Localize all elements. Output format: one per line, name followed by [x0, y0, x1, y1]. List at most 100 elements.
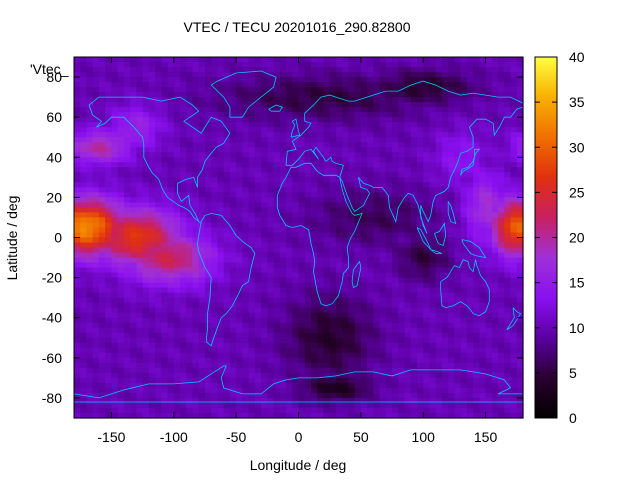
heatmap-cell — [416, 182, 424, 188]
heatmap-cell — [192, 102, 200, 108]
heatmap-cell — [429, 292, 437, 299]
heatmap-cell — [429, 107, 437, 113]
heatmap-cell — [429, 112, 437, 118]
heatmap-cell — [385, 342, 393, 349]
heatmap-cell — [111, 162, 119, 168]
heatmap-cell — [510, 347, 518, 354]
heatmap-cell — [498, 77, 505, 83]
heatmap-cell — [74, 142, 81, 148]
heatmap-cell — [86, 92, 94, 98]
heatmap-cell — [92, 72, 100, 78]
heatmap-cell — [479, 237, 487, 244]
heatmap-cell — [105, 97, 113, 103]
heatmap-cell — [180, 117, 187, 123]
heatmap-cell — [248, 137, 256, 143]
heatmap-cell — [155, 82, 162, 88]
heatmap-cell — [86, 167, 94, 173]
heatmap-cell — [86, 57, 94, 63]
heatmap-cell — [173, 297, 181, 304]
heatmap-cell — [392, 252, 399, 259]
heatmap-cell — [479, 187, 487, 193]
heatmap-cell — [510, 397, 518, 404]
heatmap-cell — [236, 157, 243, 163]
heatmap-cell — [98, 62, 106, 68]
heatmap-cell — [342, 342, 349, 349]
heatmap-cell — [142, 162, 150, 168]
heatmap-cell — [229, 322, 237, 329]
heatmap-cell — [111, 117, 119, 123]
heatmap-cell — [448, 337, 456, 344]
heatmap-cell — [74, 62, 81, 68]
heatmap-cell — [292, 117, 300, 123]
heatmap-cell — [80, 97, 88, 103]
heatmap-cell — [392, 92, 399, 98]
heatmap-cell — [180, 307, 187, 314]
heatmap-cell — [92, 142, 100, 148]
heatmap-cell — [404, 397, 412, 404]
heatmap-cell — [348, 337, 356, 344]
heatmap-cell — [348, 302, 356, 309]
heatmap-cell — [242, 347, 250, 354]
heatmap-cell — [435, 142, 443, 148]
heatmap-cell — [286, 397, 293, 404]
heatmap-cell — [267, 132, 275, 138]
heatmap-cell — [198, 182, 206, 188]
heatmap-cell — [86, 262, 94, 269]
heatmap-cell — [161, 142, 169, 148]
heatmap-cell — [148, 132, 156, 138]
heatmap-cell — [491, 382, 499, 389]
heatmap-cell — [279, 302, 287, 309]
heatmap-cell — [198, 127, 206, 133]
heatmap-cell — [485, 227, 493, 234]
heatmap-cell — [286, 347, 293, 354]
heatmap-cell — [410, 287, 418, 294]
heatmap-cell — [192, 142, 200, 148]
heatmap-cell — [498, 167, 505, 173]
heatmap-cell — [279, 322, 287, 329]
heatmap-cell — [292, 347, 300, 354]
heatmap-cell — [117, 122, 125, 128]
heatmap-cell — [261, 292, 268, 299]
heatmap-cell — [211, 72, 219, 78]
heatmap-cell — [342, 262, 349, 269]
heatmap-cell — [98, 397, 106, 404]
heatmap-cell — [117, 267, 125, 274]
heatmap-cell — [254, 167, 262, 173]
heatmap-cell — [167, 212, 175, 219]
heatmap-cell — [261, 122, 268, 128]
heatmap-cell — [335, 387, 343, 394]
heatmap-cell — [485, 342, 493, 349]
heatmap-cell — [410, 302, 418, 309]
heatmap-cell — [173, 387, 181, 394]
heatmap-cell — [423, 112, 431, 118]
heatmap-cell — [479, 362, 487, 369]
heatmap-cell — [473, 257, 480, 264]
heatmap-cell — [310, 327, 318, 334]
heatmap-cell — [123, 277, 131, 284]
heatmap-cell — [360, 222, 368, 229]
heatmap-cell — [261, 277, 268, 284]
heatmap-cell — [404, 117, 412, 123]
heatmap-cell — [473, 322, 480, 329]
heatmap-cell — [148, 127, 156, 133]
heatmap-cell — [136, 102, 144, 108]
heatmap-cell — [292, 337, 300, 344]
heatmap-cell — [279, 307, 287, 314]
heatmap-cell — [298, 197, 306, 203]
heatmap-cell — [211, 307, 219, 314]
heatmap-cell — [379, 382, 387, 389]
heatmap-cell — [510, 62, 518, 68]
heatmap-cell — [117, 142, 125, 148]
heatmap-cell — [298, 182, 306, 188]
heatmap-cell — [173, 122, 181, 128]
heatmap-cell — [236, 152, 243, 158]
heatmap-cell — [217, 322, 225, 329]
heatmap-cell — [123, 247, 131, 254]
heatmap-cell — [392, 202, 399, 209]
heatmap-cell — [279, 137, 287, 143]
heatmap-cell — [398, 77, 406, 83]
heatmap-cell — [180, 332, 187, 339]
heatmap-cell — [392, 137, 399, 143]
heatmap-cell — [198, 317, 206, 324]
heatmap-cell — [491, 97, 499, 103]
